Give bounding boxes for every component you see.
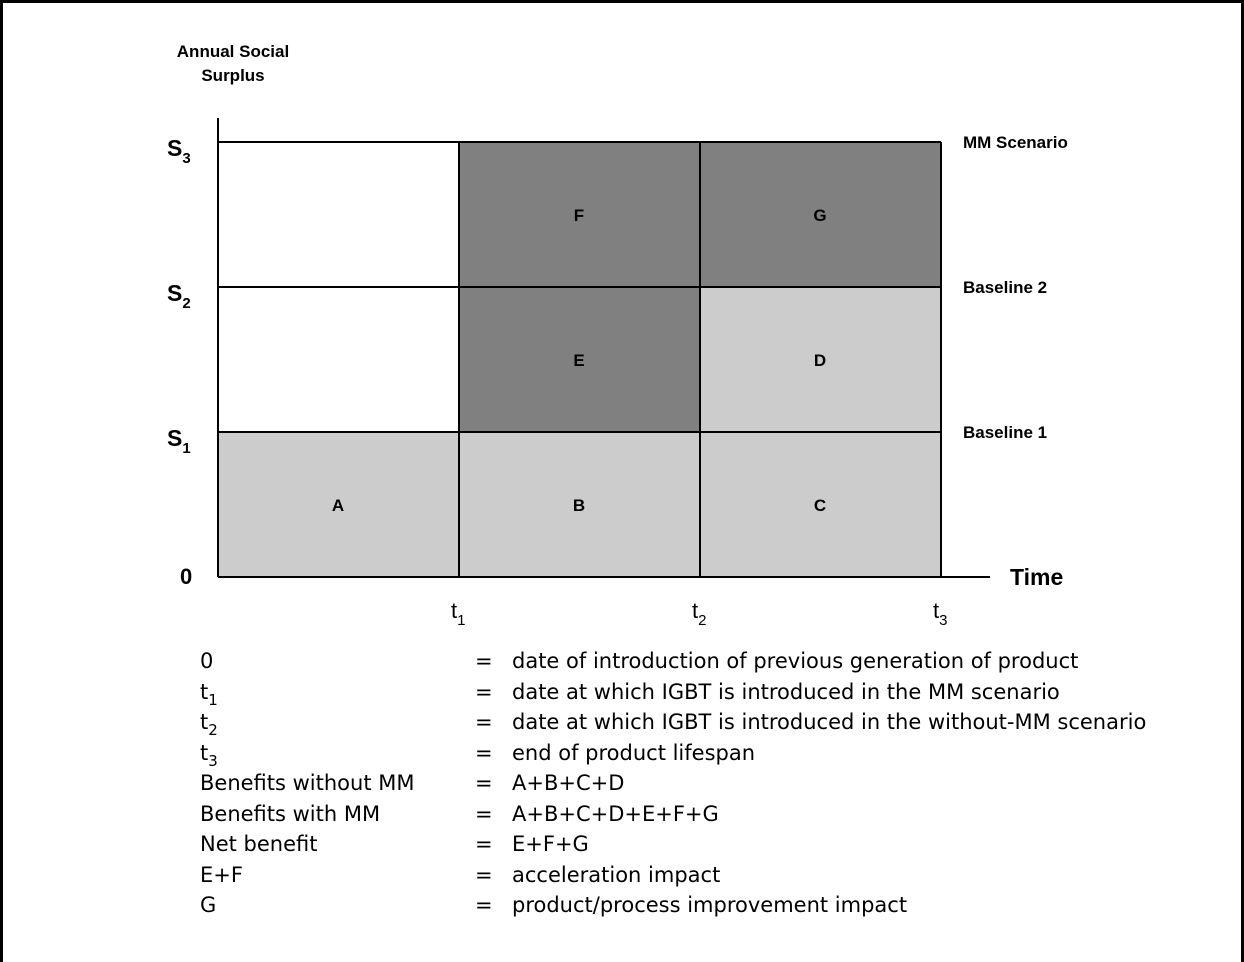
legend-equals: = (475, 862, 493, 887)
legend-row: t2 = date at which IGBT is introduced in… (200, 707, 1147, 739)
legend-term: t3 (200, 740, 218, 770)
legend-term: Net benefit (200, 832, 318, 856)
origin-label: 0 (180, 564, 192, 589)
baseline2-label: Baseline 2 (963, 278, 1047, 297)
legend-definition: A+B+C+D+E+F+G (512, 801, 719, 826)
legend-row: t1 = date at which IGBT is introduced in… (200, 677, 1146, 709)
legend-equals: = (475, 649, 493, 673)
region-g (700, 142, 941, 287)
y-tick-s3: S3 (167, 135, 191, 167)
x-tick-t3: t3 (933, 598, 947, 629)
legend-term: 0 (200, 649, 214, 673)
legend-row: G = product/process improvement impact (200, 890, 1146, 921)
x-axis-title: Time (1010, 564, 1063, 590)
legend-term: t2 (200, 710, 218, 739)
legend-row: t3 = end of product lifespan (200, 738, 1146, 770)
legend-definition: acceleration impact (512, 862, 721, 887)
legend-row: E+F = acceleration impact (200, 860, 1146, 891)
social-surplus-diagram: Annual Social Surplus S3 S2 S1 0 Time t1… (167, 42, 1068, 629)
region-e (459, 287, 700, 432)
region-d (700, 287, 941, 432)
legend-equals: = (475, 679, 493, 704)
region-b-label: B (573, 496, 585, 515)
region-c-label: C (814, 496, 826, 515)
legend-term: Benefits without MM (200, 771, 415, 795)
legend-row: Benefits without MM = A+B+C+D (200, 768, 1146, 799)
region-b (459, 432, 700, 577)
region-f (459, 142, 700, 287)
x-tick-t2: t2 (692, 598, 706, 629)
legend-row: Benefits with MM = A+B+C+D+E+F+G (200, 799, 1146, 830)
region-f-label: F (574, 206, 584, 225)
legend-equals: = (475, 771, 493, 795)
y-axis-title-line1: Annual Social (177, 42, 289, 61)
legend-row: Net benefit = E+F+G (200, 829, 1146, 860)
legend: 0 = date of introduction of previous gen… (200, 646, 1146, 921)
legend-row: 0 = date of introduction of previous gen… (200, 646, 1146, 677)
x-tick-t1: t1 (451, 598, 465, 629)
region-a-label: A (332, 496, 344, 515)
legend-equals: = (475, 893, 493, 917)
legend-definition: A+B+C+D (512, 771, 625, 795)
region-c (700, 432, 941, 577)
legend-equals: = (475, 801, 493, 826)
legend-term: E+F (200, 862, 243, 887)
region-g-label: G (813, 206, 826, 225)
region-e-label: E (573, 351, 584, 370)
legend-equals: = (475, 832, 493, 856)
y-axis-title-line2: Surplus (201, 66, 264, 85)
region-a (218, 432, 459, 577)
legend-definition: end of product lifespan (512, 740, 756, 765)
legend-term: Benefits with MM (200, 801, 381, 826)
legend-term: t1 (200, 679, 218, 709)
legend-equals: = (475, 740, 493, 765)
y-tick-s1: S1 (167, 425, 191, 457)
legend-definition: date at which IGBT is introduced in the … (512, 679, 1060, 704)
legend-definition: date at which IGBT is introduced in the … (512, 710, 1147, 734)
region-d-label: D (814, 351, 826, 370)
mm-scenario-label: MM Scenario (963, 133, 1068, 152)
legend-equals: = (475, 710, 493, 734)
baseline1-label: Baseline 1 (963, 423, 1047, 442)
legend-term: G (200, 893, 217, 917)
y-tick-s2: S2 (167, 280, 191, 312)
legend-definition: product/process improvement impact (512, 893, 908, 917)
legend-definition: E+F+G (512, 832, 589, 856)
legend-definition: date of introduction of previous generat… (512, 649, 1079, 673)
